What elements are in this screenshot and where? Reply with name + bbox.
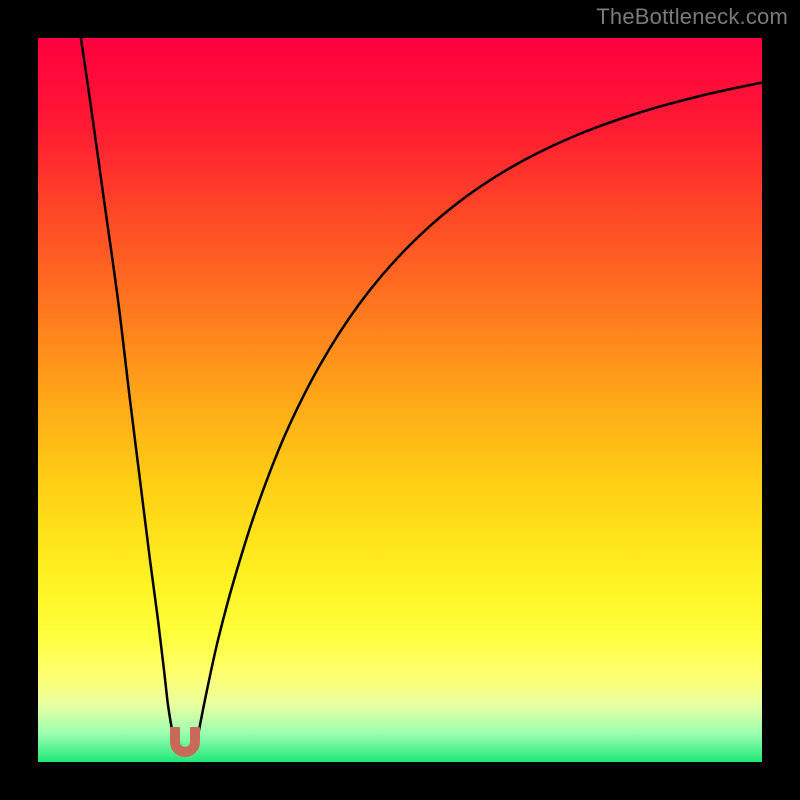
chart-canvas: TheBottleneck.com: [0, 0, 800, 800]
watermark-text: TheBottleneck.com: [596, 4, 788, 30]
chart-background: [38, 38, 762, 762]
bottleneck-curve-chart: [0, 0, 800, 800]
